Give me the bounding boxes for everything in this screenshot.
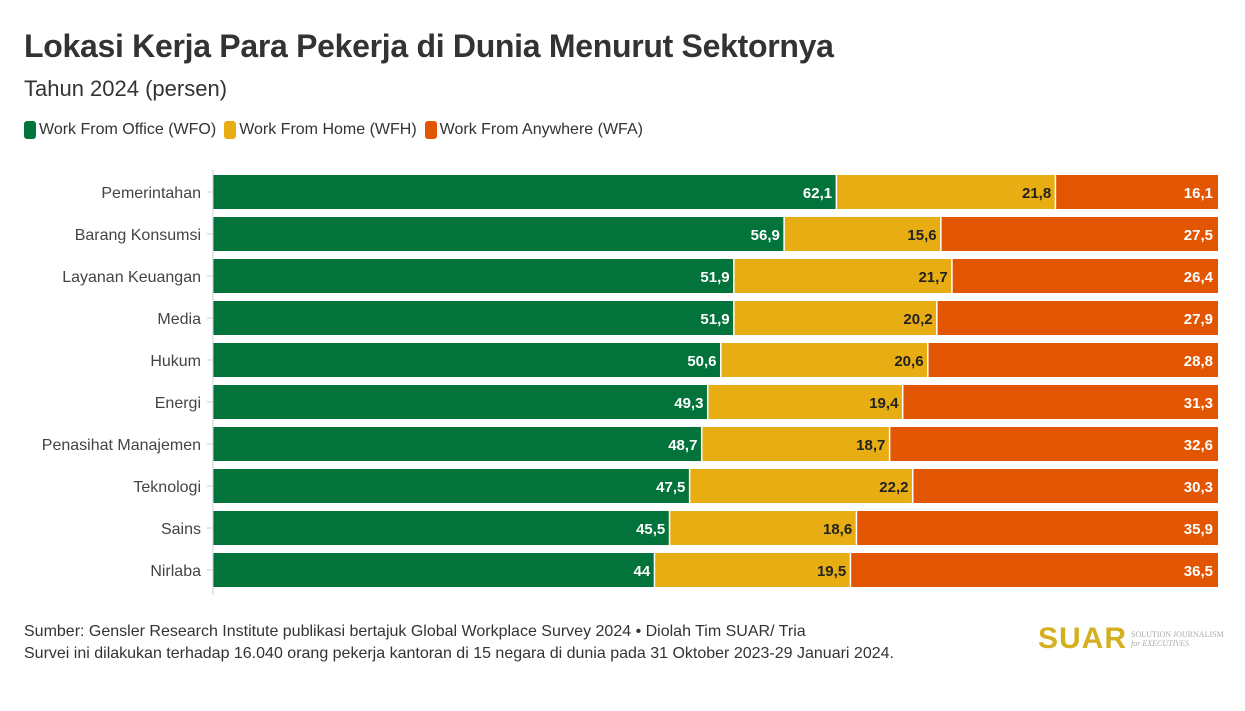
bar-segment bbox=[213, 343, 721, 377]
source-text: Sumber: Gensler Research Institute publi… bbox=[24, 623, 806, 640]
data-label: 16,1 bbox=[1184, 185, 1213, 202]
bar-segment bbox=[702, 427, 889, 461]
data-label: 30,3 bbox=[1184, 479, 1213, 496]
bar-segment bbox=[941, 217, 1218, 251]
bar-segment bbox=[784, 217, 941, 251]
bar-segment bbox=[708, 385, 902, 419]
bar-segment bbox=[928, 343, 1218, 377]
category-label: Pemerintahan bbox=[101, 185, 201, 202]
bar-segment bbox=[213, 301, 734, 335]
category-label: Teknologi bbox=[133, 479, 201, 496]
bar-segment bbox=[851, 553, 1218, 587]
category-label: Sains bbox=[161, 521, 201, 538]
bar-segment bbox=[890, 427, 1218, 461]
data-label: 21,7 bbox=[918, 269, 947, 286]
data-label: 49,3 bbox=[674, 395, 703, 412]
legend-swatch-wfh bbox=[224, 121, 237, 139]
bar-segment bbox=[655, 553, 850, 587]
legend-swatch-wfo bbox=[24, 121, 36, 139]
legend-item-wfa: Work From Anywhere (WFA) bbox=[424, 121, 643, 139]
legend-item-wfh: Work From Home (WFH) bbox=[224, 121, 417, 139]
data-label: 15,6 bbox=[907, 227, 936, 244]
bar-segment bbox=[213, 511, 669, 545]
source-note: Sumber: Gensler Research Institute publi… bbox=[24, 621, 894, 665]
category-label: Energi bbox=[155, 395, 201, 412]
data-label: 20,6 bbox=[894, 353, 923, 370]
bar-segment bbox=[721, 343, 928, 377]
bar-segment bbox=[937, 301, 1218, 335]
legend-label-wfh: Work From Home (WFH) bbox=[239, 121, 417, 138]
data-label: 18,7 bbox=[856, 437, 885, 454]
survey-note: Survei ini dilakukan terhadap 16.040 ora… bbox=[24, 645, 894, 662]
legend-label-wfa: Work From Anywhere (WFA) bbox=[439, 121, 643, 138]
chart-title: Lokasi Kerja Para Pekerja di Dunia Menur… bbox=[24, 28, 834, 64]
bar-segment bbox=[213, 469, 689, 503]
data-label: 31,3 bbox=[1184, 395, 1213, 412]
data-label: 48,7 bbox=[668, 437, 697, 454]
logo-tagline: SOLUTION JOURNALISM for EXECUTIVES bbox=[1131, 630, 1224, 648]
data-label: 18,6 bbox=[823, 521, 852, 538]
data-label: 20,2 bbox=[903, 311, 932, 328]
bar-segment bbox=[837, 175, 1055, 209]
data-label: 27,9 bbox=[1184, 311, 1213, 328]
logo-mark: SUAR bbox=[1038, 622, 1128, 655]
bar-segment bbox=[213, 385, 707, 419]
bar-segment bbox=[734, 259, 952, 293]
legend-swatch-wfa bbox=[424, 121, 437, 139]
bar-segment bbox=[952, 259, 1218, 293]
bar-segment bbox=[1056, 175, 1218, 209]
legend: Work From Office (WFO) Work From Home (W… bbox=[24, 121, 643, 139]
data-label: 35,9 bbox=[1184, 521, 1213, 538]
bar-segment bbox=[913, 469, 1218, 503]
data-label: 47,5 bbox=[656, 479, 685, 496]
data-label: 50,6 bbox=[687, 353, 716, 370]
data-label: 51,9 bbox=[700, 269, 729, 286]
category-label: Nirlaba bbox=[150, 563, 201, 580]
data-label: 44 bbox=[634, 563, 651, 580]
bar-segment bbox=[213, 427, 701, 461]
bar-segment bbox=[213, 553, 654, 587]
bar-segment bbox=[734, 301, 937, 335]
category-label: Penasihat Manajemen bbox=[42, 437, 201, 454]
bar-segment bbox=[213, 259, 734, 293]
data-label: 51,9 bbox=[700, 311, 729, 328]
data-label: 27,5 bbox=[1184, 227, 1213, 244]
bar-segment bbox=[213, 217, 784, 251]
data-label: 19,4 bbox=[869, 395, 899, 412]
data-label: 36,5 bbox=[1184, 563, 1213, 580]
legend-item-wfo: Work From Office (WFO) bbox=[24, 121, 216, 139]
bar-segment bbox=[857, 511, 1218, 545]
legend-label-wfo: Work From Office (WFO) bbox=[39, 121, 217, 138]
data-label: 19,5 bbox=[817, 563, 846, 580]
chart-subtitle: Tahun 2024 (persen) bbox=[24, 76, 228, 101]
data-label: 45,5 bbox=[636, 521, 665, 538]
category-label: Barang Konsumsi bbox=[75, 227, 201, 244]
data-label: 32,6 bbox=[1184, 437, 1213, 454]
data-label: 56,9 bbox=[751, 227, 780, 244]
category-label: Media bbox=[157, 311, 201, 328]
data-label: 22,2 bbox=[879, 479, 908, 496]
suar-logo: SUAR SOLUTION JOURNALISM for EXECUTIVES bbox=[1038, 622, 1224, 656]
bar-segment bbox=[670, 511, 856, 545]
bar-segment bbox=[213, 175, 836, 209]
data-label: 28,8 bbox=[1184, 353, 1213, 370]
category-label: Layanan Keuangan bbox=[62, 269, 201, 286]
data-label: 21,8 bbox=[1022, 185, 1051, 202]
bar-segment bbox=[690, 469, 912, 503]
category-label: Hukum bbox=[150, 353, 201, 370]
data-label: 26,4 bbox=[1184, 269, 1214, 286]
data-label: 62,1 bbox=[803, 185, 832, 202]
bar-segment bbox=[903, 385, 1218, 419]
